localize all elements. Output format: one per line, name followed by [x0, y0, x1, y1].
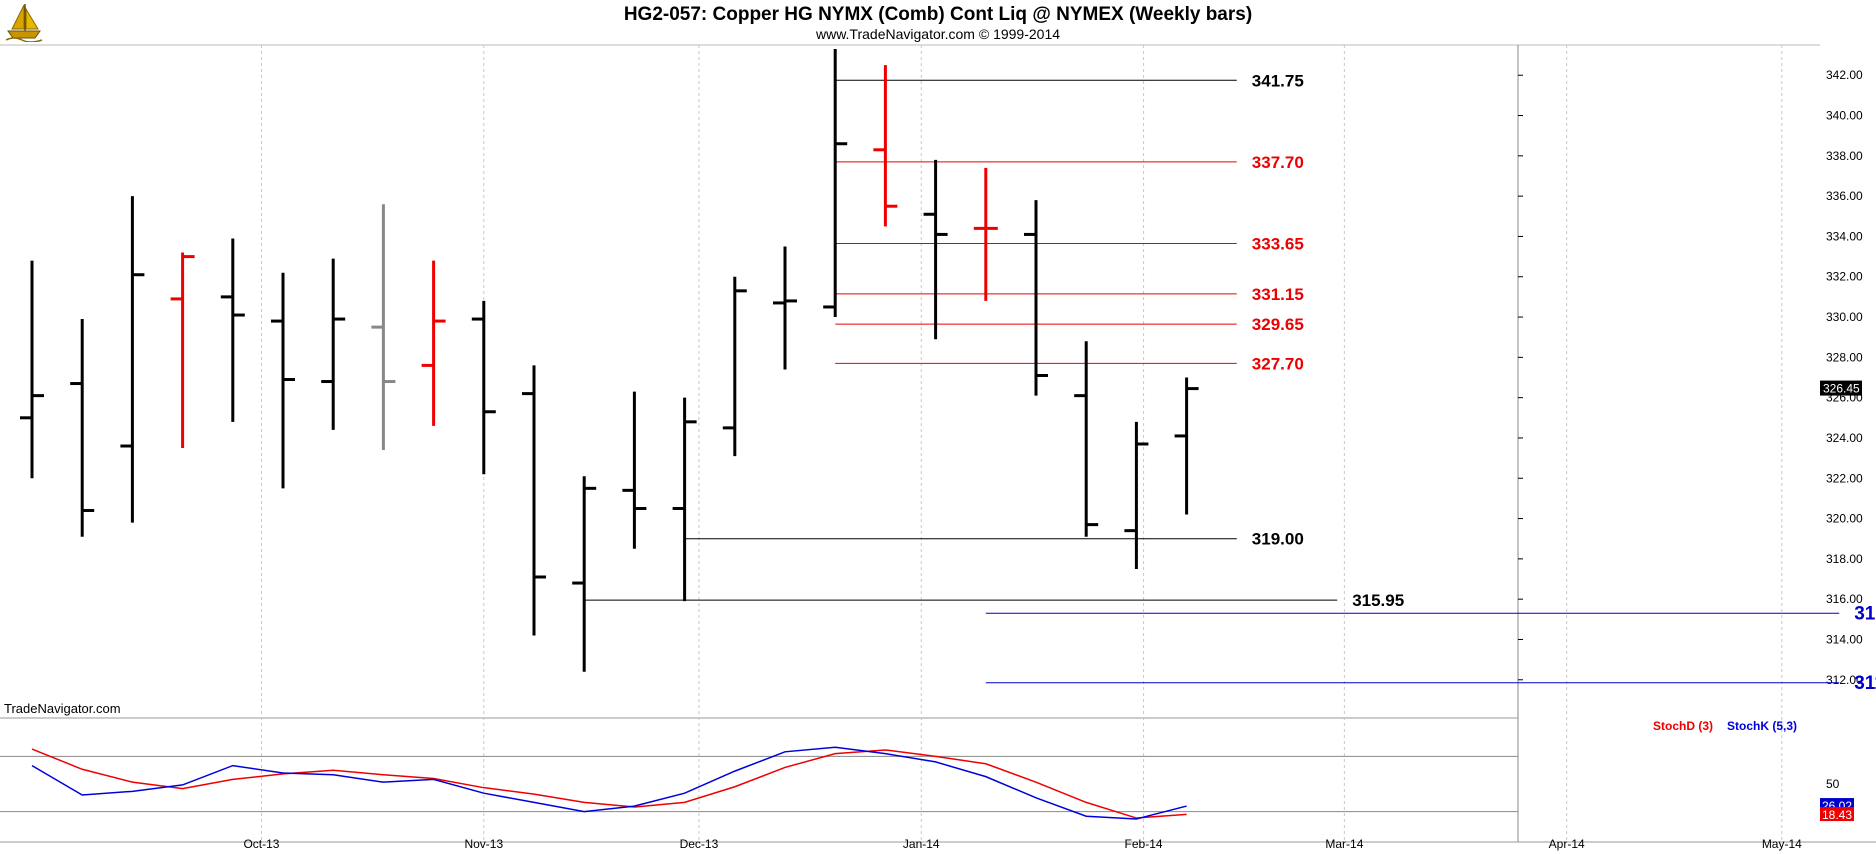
x-tick-label: Apr-14	[1549, 837, 1585, 851]
x-tick-label: Jan-14	[903, 837, 940, 851]
y-tick-label: 316.00	[1826, 592, 1863, 606]
y-tick-label: 328.00	[1826, 350, 1863, 364]
x-tick-label: May-14	[1762, 837, 1802, 851]
y-tick-label: 324.00	[1826, 431, 1863, 445]
level-label: 315.95	[1352, 591, 1404, 610]
chart-title: HG2-057: Copper HG NYMX (Comb) Cont Liq …	[623, 4, 1253, 25]
stoch-legend-k: StochK (5,3)	[1727, 719, 1797, 733]
y-tick-label: 332.00	[1826, 270, 1863, 284]
x-tick-label: Dec-13	[680, 837, 719, 851]
stoch-legend-d: StochD (3)	[1653, 719, 1713, 733]
level-label: 311.85	[1854, 673, 1876, 694]
level-label: 319.00	[1252, 530, 1304, 549]
y-tick-label: 340.00	[1826, 109, 1863, 123]
chart-subtitle: www.TradeNavigator.com © 1999-2014	[815, 26, 1061, 42]
stoch-k-line	[31, 746, 1187, 820]
y-tick-label: 322.00	[1826, 471, 1863, 485]
level-label: 341.75	[1252, 71, 1304, 90]
y-tick-label: 314.00	[1826, 632, 1863, 646]
y-tick-label: 342.00	[1826, 68, 1863, 82]
level-label: 337.70	[1252, 153, 1304, 172]
y-tick-label: 334.00	[1826, 229, 1863, 243]
stoch-d-badge	[1820, 807, 1854, 822]
last-price-label: 326.45	[1823, 382, 1860, 396]
x-tick-label: Feb-14	[1125, 837, 1163, 851]
watermark-label: TradeNavigator.com	[4, 701, 121, 716]
y-tick-label: 320.00	[1826, 512, 1863, 526]
x-tick-label: Nov-13	[464, 837, 503, 851]
sailing-ship-logo-icon	[5, 4, 43, 42]
x-tick-label: Mar-14	[1325, 837, 1363, 851]
last-price-badge	[1820, 380, 1862, 396]
level-label: 315.30	[1854, 603, 1876, 624]
stoch-d-line	[31, 748, 1187, 819]
level-label: 329.65	[1252, 315, 1304, 334]
stoch-y-tick-label: 50	[1826, 777, 1840, 791]
x-tick-label: Oct-13	[243, 837, 279, 851]
y-tick-label: 336.00	[1826, 189, 1863, 203]
y-tick-label: 318.00	[1826, 552, 1863, 566]
level-label: 327.70	[1252, 354, 1304, 373]
y-tick-label: 330.00	[1826, 310, 1863, 324]
stoch-d-last-label: 18.43	[1822, 808, 1852, 822]
level-label: 331.15	[1252, 285, 1304, 304]
level-label: 333.65	[1252, 234, 1304, 253]
y-tick-label: 338.00	[1826, 149, 1863, 163]
